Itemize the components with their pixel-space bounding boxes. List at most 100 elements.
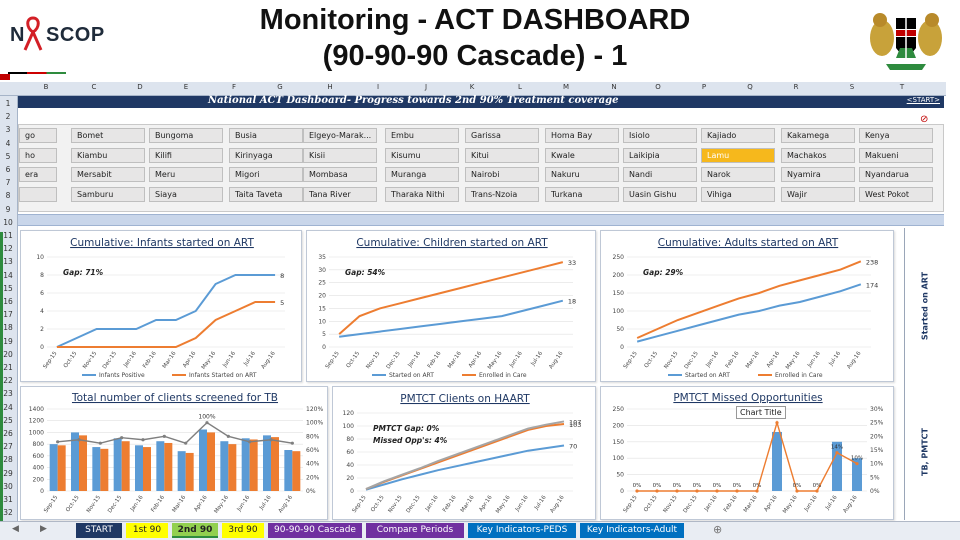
county-button[interactable]: Kwale [545, 147, 619, 163]
column-header[interactable]: G [277, 83, 283, 91]
row-number[interactable]: 10 [3, 217, 13, 227]
row-number[interactable]: 8 [5, 191, 11, 201]
county-button[interactable]: Homa Bay [545, 128, 619, 143]
start-link[interactable]: <START> [906, 96, 940, 104]
row-number[interactable]: 3 [5, 125, 11, 135]
add-sheet-icon[interactable]: ⊕ [713, 523, 723, 536]
column-header[interactable]: N [611, 83, 617, 91]
chart-children[interactable]: Cumulative: Children started on ART 0 5 10 1… [306, 230, 596, 382]
county-button[interactable]: Kakamega [781, 128, 855, 143]
county-button[interactable]: Nairobi [465, 167, 539, 182]
row-number[interactable]: 32 [3, 508, 13, 518]
county-button[interactable]: Nakuru [545, 167, 619, 182]
county-button[interactable]: Meru [149, 167, 223, 182]
column-header[interactable]: S [849, 83, 855, 91]
column-header[interactable]: P [701, 83, 707, 91]
county-button[interactable]: Wajir [781, 186, 855, 202]
row-number[interactable]: 18 [3, 323, 13, 333]
county-button[interactable]: Uasin Gishu [623, 186, 697, 202]
county-button[interactable]: Embu [385, 128, 459, 143]
column-header[interactable]: M [562, 83, 570, 91]
row-number[interactable]: 13 [3, 257, 13, 267]
county-button[interactable]: Siaya [149, 186, 223, 202]
county-button[interactable]: Kitui [465, 147, 539, 163]
column-header[interactable]: J [424, 83, 428, 91]
county-button[interactable]: Tana River [303, 186, 377, 202]
row-number[interactable]: 28 [3, 455, 13, 465]
row-number[interactable]: 14 [3, 270, 13, 280]
county-button[interactable]: Machakos [781, 147, 855, 163]
county-button[interactable]: Trans-Nzoia [465, 186, 539, 202]
row-number[interactable]: 19 [3, 336, 13, 346]
sheet-tab[interactable]: Key Indicators-PEDS [468, 523, 576, 538]
row-number[interactable]: 21 [3, 363, 13, 372]
county-button[interactable]: go [19, 128, 57, 143]
next-sheet-icon[interactable]: ▶ [40, 524, 47, 534]
row-number[interactable]: 5 [5, 151, 11, 161]
county-button[interactable]: Kirinyaga [229, 147, 303, 163]
county-button[interactable]: Nyamira [781, 167, 855, 182]
row-number[interactable]: 7 [5, 178, 11, 188]
sheet-tab[interactable]: Compare Periods [366, 523, 464, 538]
county-button[interactable]: Kenya [859, 128, 933, 143]
county-button[interactable]: Taita Taveta [229, 186, 303, 202]
clear-filter-icon[interactable]: ⊘ [920, 114, 929, 125]
column-header[interactable]: T [899, 83, 905, 91]
county-button[interactable]: Vihiga [701, 186, 775, 202]
row-number[interactable]: 29 [3, 468, 13, 478]
county-button[interactable]: Laikipia [623, 147, 697, 163]
sheet-tab[interactable]: 3rd 90 [222, 523, 264, 538]
row-number[interactable]: 27 [3, 442, 13, 452]
column-header[interactable]: D [137, 83, 143, 91]
column-header[interactable]: F [231, 83, 237, 91]
chart-tb-screened[interactable]: Total number of clients screened for TB 0… [20, 386, 328, 520]
row-number[interactable]: 2 [5, 112, 11, 122]
county-button[interactable]: Migori [229, 167, 303, 182]
sheet-tab[interactable]: START [76, 523, 122, 538]
row-number[interactable]: 25 [3, 415, 13, 425]
county-button[interactable]: era [19, 167, 57, 182]
row-number[interactable]: 1 [5, 99, 11, 108]
row-number[interactable]: 9 [5, 204, 11, 214]
column-header[interactable]: C [91, 83, 97, 91]
column-header[interactable]: L [518, 83, 522, 91]
row-number[interactable]: 26 [3, 429, 13, 438]
county-button[interactable]: Narok [701, 167, 775, 182]
row-number[interactable]: 22 [3, 376, 13, 386]
column-header[interactable]: B [43, 83, 49, 91]
row-number[interactable]: 24 [3, 402, 13, 412]
column-header[interactable]: I [376, 83, 380, 91]
column-header[interactable]: R [793, 83, 799, 91]
row-number[interactable]: 17 [3, 310, 13, 320]
sheet-tab[interactable]: 2nd 90 [172, 523, 218, 538]
county-button[interactable]: Nyandarua [859, 167, 933, 182]
row-number[interactable]: 11 [3, 231, 13, 240]
sheet-tab[interactable]: 90-90-90 Cascade [268, 523, 362, 538]
chart-adults[interactable]: Cumulative: Adults started on ART 0 50 100 1… [600, 230, 894, 382]
county-button[interactable]: Muranga [385, 167, 459, 182]
chart-infants[interactable]: Cumulative: Infants started on ART 0 2 4 6 8 1… [20, 230, 302, 382]
county-button[interactable]: Garissa [465, 128, 539, 143]
county-button[interactable]: Elgeyo-Marak... [303, 128, 377, 143]
chart-pmtct-haart[interactable]: PMTCT Clients on HAART 0 20 40 60 80 100 120 Sep… [332, 386, 596, 520]
county-button[interactable]: Samburu [71, 186, 145, 202]
column-header[interactable]: K [469, 83, 475, 91]
row-number[interactable]: 31 [3, 495, 13, 504]
sheet-tab[interactable]: 1st 90 [126, 523, 168, 538]
row-number[interactable]: 12 [3, 244, 13, 254]
county-button[interactable]: Mersabit [71, 167, 145, 182]
column-header[interactable]: H [327, 83, 333, 91]
county-button[interactable]: Kajiado [701, 128, 775, 143]
county-button[interactable]: Turkana [545, 186, 619, 202]
county-button[interactable]: ho [19, 147, 57, 163]
county-button[interactable]: Bungoma [149, 128, 223, 143]
row-number[interactable]: 4 [5, 138, 11, 148]
county-button[interactable]: Bomet [71, 128, 145, 143]
row-number[interactable]: 16 [3, 297, 13, 306]
column-header[interactable]: O [655, 83, 661, 91]
county-button[interactable]: Nandi [623, 167, 697, 182]
row-number[interactable]: 20 [3, 349, 13, 359]
row-number[interactable]: 6 [5, 165, 11, 174]
county-button[interactable]: Kisumu [385, 147, 459, 163]
column-header[interactable]: Q [747, 83, 753, 91]
